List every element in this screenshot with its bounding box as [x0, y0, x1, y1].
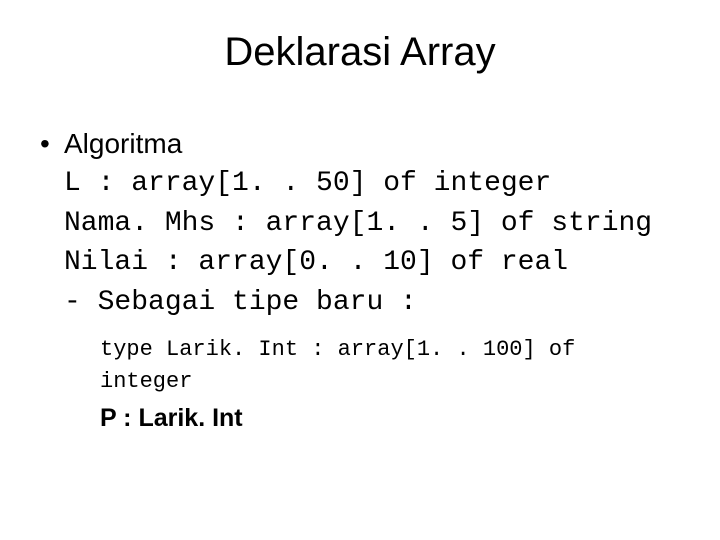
bullet-mark: •: [40, 125, 64, 163]
code-line-2: Nama. Mhs : array[1. . 5] of string: [40, 205, 680, 243]
sub-block: type Larik. Int : array[1. . 100] of int…: [40, 334, 680, 438]
bullet-heading-row: •Algoritma: [40, 125, 680, 163]
bullet-heading: Algoritma: [64, 128, 182, 159]
sub-decl: P : Larik. Int: [100, 398, 680, 438]
code-line-3: Nilai : array[0. . 10] of real: [40, 244, 680, 282]
slide-title: Deklarasi Array: [40, 30, 680, 75]
code-line-4: - Sebagai tipe baru :: [40, 284, 680, 322]
code-line-1: L : array[1. . 50] of integer: [40, 165, 680, 203]
sub-typedef: type Larik. Int : array[1. . 100] of int…: [100, 334, 680, 398]
content-block: •Algoritma L : array[1. . 50] of integer…: [40, 125, 680, 438]
slide: Deklarasi Array •Algoritma L : array[1. …: [0, 0, 720, 540]
